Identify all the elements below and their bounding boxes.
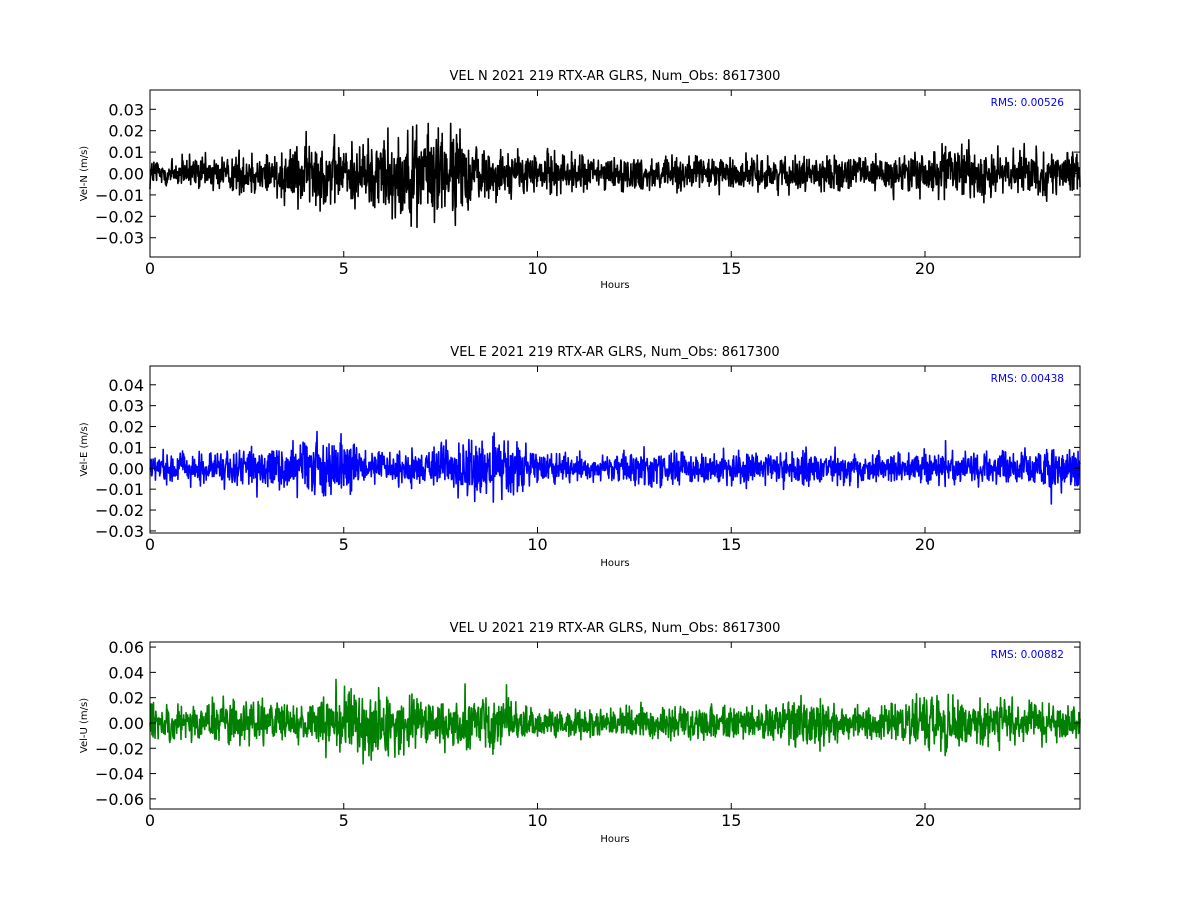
- y-tick-label: 0.00: [108, 714, 144, 733]
- series-line: [149, 678, 1081, 765]
- x-tick-label: 20: [915, 259, 935, 278]
- x-tick-label: 0: [145, 535, 155, 554]
- panel-title: VEL U 2021 219 RTX-AR GLRS, Num_Obs: 861…: [450, 621, 781, 636]
- x-tick-label: 5: [339, 259, 349, 278]
- y-tick-label: 0.01: [108, 438, 144, 457]
- panel-title: VEL E 2021 219 RTX-AR GLRS, Num_Obs: 861…: [450, 345, 779, 360]
- x-tick-label: 15: [721, 259, 741, 278]
- x-tick-label: 5: [339, 811, 349, 830]
- y-tick-label: 0.00: [108, 459, 144, 478]
- x-tick-label: 15: [721, 811, 741, 830]
- y-axis: −0.06 −0.04 −0.02 0.00 0.02 0.04 0.06: [95, 638, 1080, 809]
- y-tick-label: −0.03: [95, 229, 144, 248]
- y-tick-label: 0.02: [108, 418, 144, 437]
- series-line-vel-e: [149, 430, 1081, 505]
- series-line-vel-n: [149, 122, 1081, 229]
- x-axis: 0 5 10 15 20: [145, 366, 935, 554]
- y-tick-label: 0.00: [108, 165, 144, 184]
- x-tick-label: 10: [527, 259, 547, 278]
- x-axis: 0 5 10 15 20: [145, 642, 935, 830]
- panel-vel-e: VEL E 2021 219 RTX-AR GLRS, Num_Obs: 861…: [79, 345, 1081, 569]
- plot-frame: [149, 365, 1081, 534]
- y-tick-label: −0.06: [95, 790, 144, 809]
- y-tick-label: 0.03: [108, 100, 144, 119]
- y-axis: −0.03 −0.02 −0.01 0.00 0.010.02 0.03 0.04: [95, 376, 1080, 541]
- x-tick-label: 20: [915, 811, 935, 830]
- y-tick-label: 0.06: [108, 638, 144, 657]
- panel-vel-u: VEL U 2021 219 RTX-AR GLRS, Num_Obs: 861…: [79, 621, 1081, 845]
- y-tick-label: −0.01: [95, 480, 144, 499]
- y-axis-label: Vel-U (m/s): [79, 698, 90, 753]
- x-tick-label: 20: [915, 535, 935, 554]
- x-axis-label: Hours: [600, 834, 629, 845]
- x-tick-label: 15: [721, 535, 741, 554]
- rms-annotation: RMS: 0.00438: [991, 373, 1064, 385]
- series-line: [149, 122, 1081, 229]
- y-tick-label: −0.04: [95, 765, 144, 784]
- series-line-vel-u: [149, 678, 1081, 765]
- x-tick-label: 0: [145, 259, 155, 278]
- y-tick-label: 0.04: [108, 663, 144, 682]
- y-tick-label: 0.01: [108, 143, 144, 162]
- y-tick-label: −0.03: [95, 522, 144, 541]
- y-tick-label: 0.02: [108, 122, 144, 141]
- y-tick-label: −0.02: [95, 501, 144, 520]
- y-tick-label: −0.02: [95, 739, 144, 758]
- y-axis-label: Vel-E (m/s): [79, 422, 90, 476]
- rms-annotation: RMS: 0.00882: [991, 649, 1064, 661]
- y-axis: −0.03 −0.02 −0.01 0.00 0.01 0.02 0.03: [95, 100, 1080, 248]
- y-tick-label: 0.02: [108, 689, 144, 708]
- x-tick-label: 10: [527, 811, 547, 830]
- x-axis-label: Hours: [600, 280, 629, 291]
- x-tick-label: 5: [339, 535, 349, 554]
- x-axis: 0 5 10 15 20: [145, 90, 935, 278]
- plot-frame: [149, 641, 1081, 810]
- panel-title: VEL N 2021 219 RTX-AR GLRS, Num_Obs: 861…: [450, 69, 781, 84]
- panel-vel-n: VEL N 2021 219 RTX-AR GLRS, Num_Obs: 861…: [79, 69, 1081, 291]
- series-line: [149, 430, 1081, 505]
- y-axis-label: Vel-N (m/s): [79, 146, 90, 201]
- x-axis-label: Hours: [600, 558, 629, 569]
- rms-annotation: RMS: 0.00526: [991, 97, 1065, 109]
- y-tick-label: −0.01: [95, 186, 144, 205]
- y-tick-label: −0.02: [95, 207, 144, 226]
- y-tick-label: 0.04: [108, 376, 144, 395]
- x-tick-label: 0: [145, 811, 155, 830]
- x-tick-label: 10: [527, 535, 547, 554]
- y-tick-label: 0.03: [108, 397, 144, 416]
